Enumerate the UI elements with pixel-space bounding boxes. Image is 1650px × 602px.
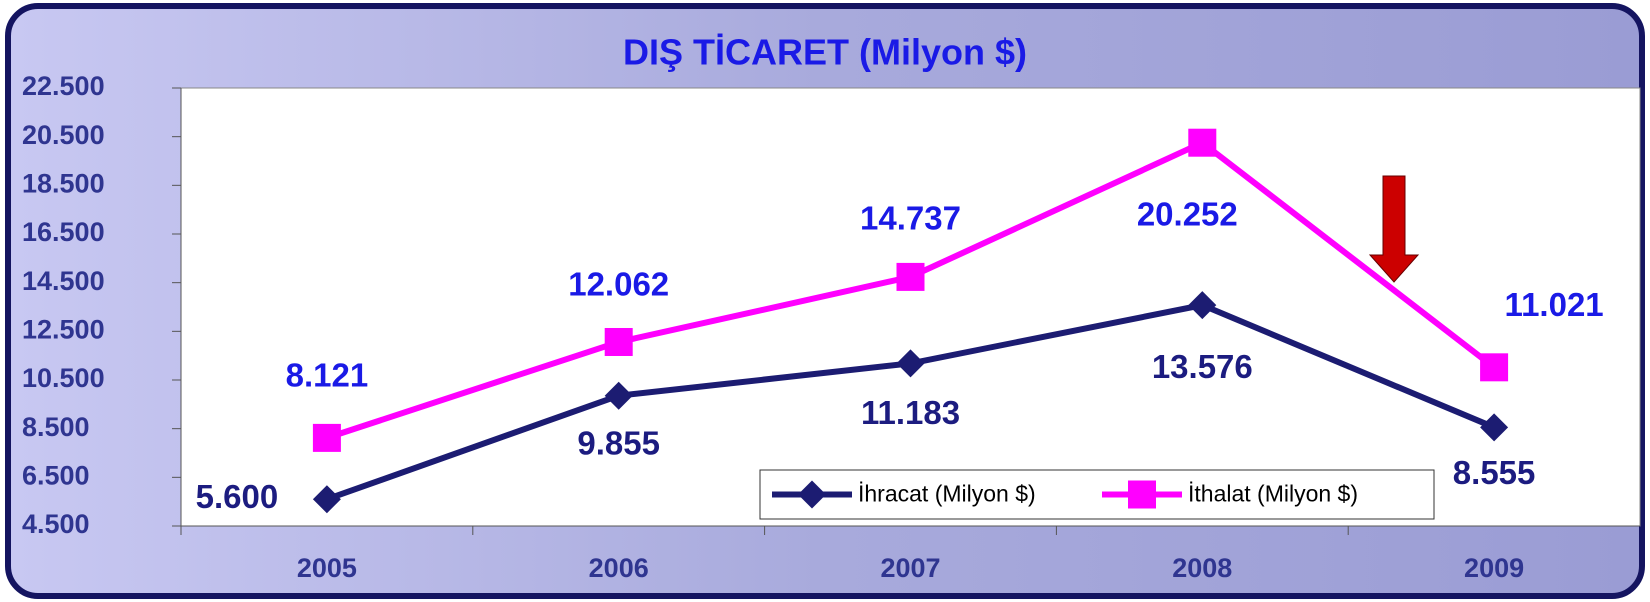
y-tick-label: 6.500 [22,460,90,490]
legend-label: İhracat (Milyon $) [858,481,1036,507]
arrow [1368,175,1420,283]
x-tick-label: 2007 [880,553,940,583]
x-tick-label: 2008 [1172,553,1232,583]
legend-label: İthalat (Milyon $) [1188,481,1358,507]
plot-area [180,87,1641,527]
marker [798,480,826,509]
chart-title: DIŞ TİCARET (Milyon $) [623,32,1027,73]
x-tick-label: 2009 [1464,553,1524,583]
y-tick-label: 18.500 [22,168,105,198]
y-tick-label: 20.500 [22,120,105,150]
y-tick-label: 12.500 [22,314,105,344]
marker [604,381,633,410]
marker [1128,480,1156,509]
marker [312,485,341,514]
data-label: 11.021 [1505,286,1604,323]
marker [312,423,341,452]
y-tick-label: 8.500 [22,412,90,442]
data-label: 11.183 [861,394,960,431]
x-tick-label: 2006 [589,553,649,583]
data-label: 20.252 [1137,195,1238,232]
data-label: 8.121 [286,357,369,394]
marker [1188,128,1217,157]
y-tick-label: 16.500 [22,217,105,247]
data-label: 5.600 [196,478,279,515]
data-label: 12.062 [568,266,669,303]
marker [604,327,633,356]
data-label: 14.737 [860,200,961,237]
y-tick-label: 10.500 [22,363,105,393]
marker [896,349,925,378]
data-label: 9.855 [577,424,660,461]
marker [1480,353,1509,382]
data-label: 13.576 [1152,348,1253,385]
marker [1480,413,1509,442]
y-tick-label: 14.500 [22,266,105,296]
x-tick-label: 2005 [297,553,357,583]
marker [896,262,925,291]
marker [1188,291,1217,320]
y-tick-label: 22.500 [22,71,105,101]
legend-box [759,469,1435,520]
data-label: 8.555 [1453,454,1536,491]
y-tick-label: 4.500 [22,509,90,539]
